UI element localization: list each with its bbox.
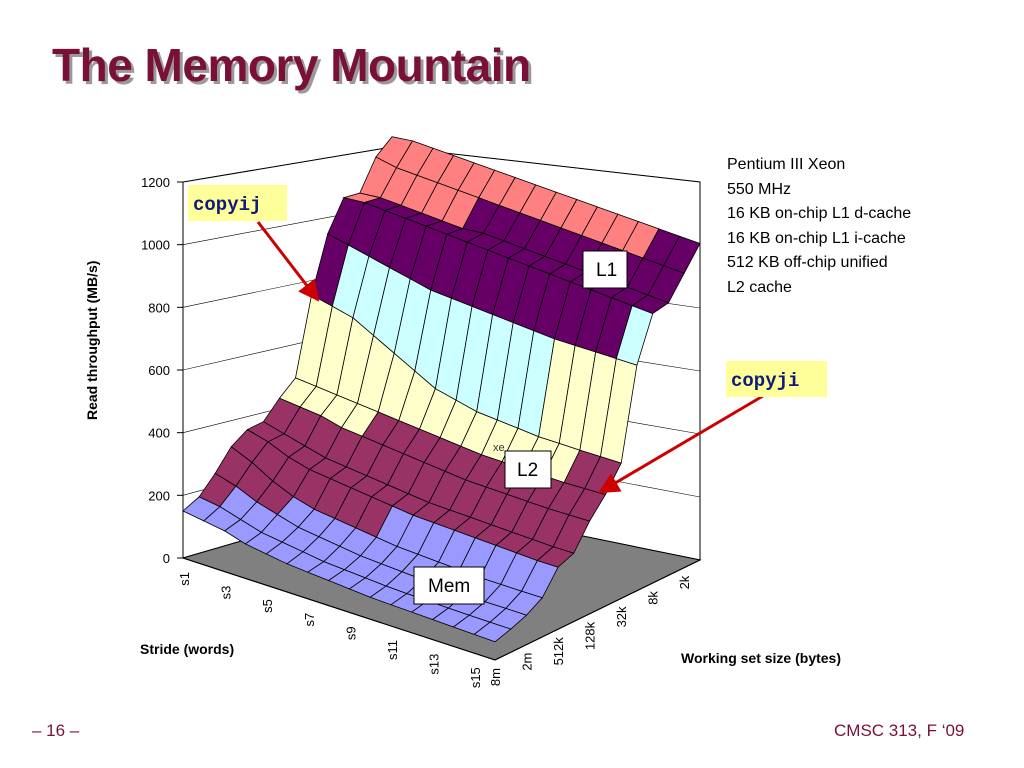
y-tick-label: 1000 xyxy=(141,238,170,253)
spec-line: Pentium III Xeon xyxy=(727,156,846,173)
spec-line: 512 KB off-chip unified xyxy=(727,254,888,271)
spec-line: 550 MHz xyxy=(727,180,792,198)
stride-tick-label: s11 xyxy=(385,640,400,660)
l1-callout: L1 xyxy=(582,250,628,289)
spec-line: L2 cache xyxy=(727,278,792,296)
y-tick-label: 0 xyxy=(163,551,170,566)
y-tick-label: 600 xyxy=(148,363,170,378)
stride-tick-label: s1 xyxy=(177,572,192,586)
mem-label: Mem xyxy=(428,576,470,597)
copyji-arrow xyxy=(598,391,769,494)
mem-callout: Mem xyxy=(413,566,485,605)
stride-tick-label: s9 xyxy=(343,626,358,640)
y-tick-label: 1200 xyxy=(141,175,170,190)
l2-label: L2 xyxy=(517,460,538,481)
size-tick-label: 512k xyxy=(551,637,566,666)
y-axis-label: Read throughput (MB/s) xyxy=(84,261,100,420)
stride-tick-label: s7 xyxy=(302,613,317,627)
size-axis-label: Working set size (bytes) xyxy=(681,650,841,666)
size-tick-label: 32k xyxy=(614,606,629,627)
surface-plot xyxy=(182,136,701,643)
stride-tick-label: s3 xyxy=(219,586,234,600)
size-tick-label: 2k xyxy=(677,575,692,589)
copyij-arrow xyxy=(256,221,320,302)
size-tick-label: 8k xyxy=(646,591,661,605)
stride-axis-label: Stride (words) xyxy=(140,641,234,657)
y-tick-label: 800 xyxy=(148,300,170,315)
size-tick-label: 128k xyxy=(583,621,598,650)
page-number: – 16 – xyxy=(32,721,80,740)
stride-tick-label: s15 xyxy=(468,667,483,688)
spec-line: 16 KB on-chip L1 i-cache xyxy=(727,229,906,247)
y-tick-label: 200 xyxy=(148,488,170,503)
spec-line: 16 KB on-chip L1 d-cache xyxy=(727,205,912,222)
l2-callout: L2 xyxy=(504,450,552,489)
axis-line xyxy=(182,557,496,661)
copyij-label: copyij xyxy=(193,194,261,216)
xe-label: xe xyxy=(493,442,505,454)
copyji-label: copyji xyxy=(731,370,799,392)
size-axis-ticks: 8m 2m 512k 128k 32k 8k 2k xyxy=(488,575,692,686)
y-tick-label: 400 xyxy=(148,426,170,441)
slide-title: The Memory Mountain xyxy=(52,39,531,91)
copyij-callout: copyij xyxy=(188,185,287,221)
copyji-callout: copyji xyxy=(726,361,827,397)
stride-tick-label: s5 xyxy=(260,599,275,613)
processor-specs: Pentium III Xeon 550 MHz 16 KB on-chip L… xyxy=(727,153,987,300)
stride-tick-label: s13 xyxy=(427,654,442,675)
course-label: CMSC 313, F ‘09 xyxy=(834,721,965,740)
size-tick-label: 8m xyxy=(488,668,503,686)
surface-cell xyxy=(473,621,512,643)
l1-label: L1 xyxy=(596,260,617,281)
stride-axis-ticks: s1 s3 s5 s7 s9 s11 s13 s15 xyxy=(177,572,483,688)
size-tick-label: 2m xyxy=(520,653,535,671)
y-axis-ticks: 0 200 400 600 800 1000 1200 xyxy=(141,175,183,566)
axis-line xyxy=(494,559,701,661)
